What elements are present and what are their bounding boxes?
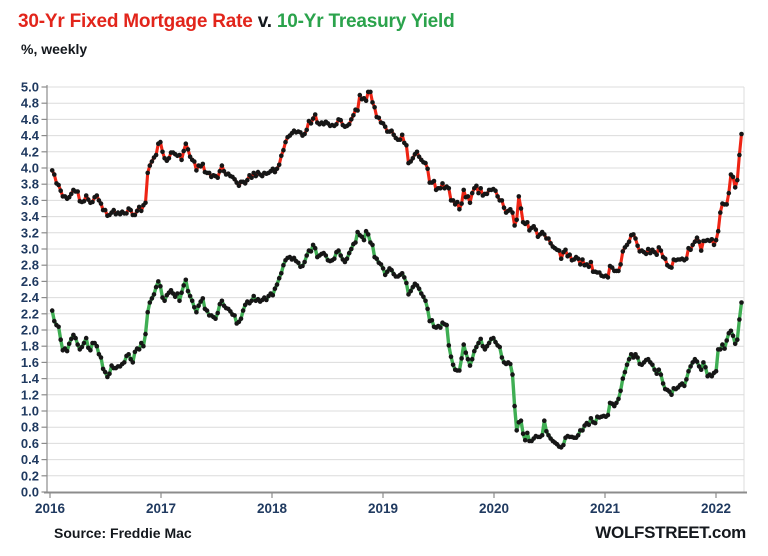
y-axis: 0.00.20.40.60.81.01.21.41.61.82.02.22.42… [21, 80, 48, 500]
y-tick-label: 1.0 [21, 404, 39, 419]
y-tick-label: 2.2 [21, 306, 39, 321]
y-tick-label: 4.8 [21, 96, 39, 111]
y-tick-label: 4.0 [21, 161, 39, 176]
chart-title: 30-Yr Fixed Mortgage Rate v. 10-Yr Treas… [18, 11, 455, 33]
x-tick-label: 2022 [701, 501, 731, 516]
x-tick-label: 2020 [479, 501, 509, 516]
series-treasury [49, 228, 744, 450]
y-tick-label: 3.0 [21, 242, 39, 257]
title-treasury-series: 10-Yr Treasury Yield [276, 11, 455, 32]
brand-label: WOLFSTREET.com [595, 523, 746, 542]
y-tick-label: 1.6 [21, 355, 39, 370]
y-tick-label: 0.0 [21, 485, 39, 500]
y-tick-label: 4.6 [21, 112, 39, 127]
y-tick-label: 2.0 [21, 323, 39, 338]
series-markers [49, 89, 744, 280]
source-label: Source: Freddie Mac [54, 525, 192, 541]
x-tick-label: 2017 [146, 501, 176, 516]
y-tick-label: 0.4 [21, 452, 40, 467]
y-tick-label: 2.6 [21, 274, 39, 289]
series-markers [49, 228, 744, 450]
x-tick-label: 2021 [590, 501, 621, 516]
y-tick-label: 3.8 [21, 177, 39, 192]
chart-subtitle: %, weekly [21, 41, 88, 57]
x-axis: 2016 2017 2018 2019 2020 2021 2022 [35, 491, 747, 516]
x-tick-label: 2019 [368, 501, 398, 516]
series-line [50, 229, 744, 450]
y-tick-label: 1.4 [21, 371, 40, 386]
gridlines [47, 86, 745, 492]
series-mortgage [49, 89, 744, 280]
y-tick-label: 2.8 [21, 258, 39, 273]
y-tick-label: 1.8 [21, 339, 39, 354]
y-tick-label: 2.4 [21, 290, 40, 305]
y-tick-label: 4.2 [21, 144, 39, 159]
y-tick-label: 4.4 [21, 128, 40, 143]
y-tick-label: 1.2 [21, 387, 39, 402]
title-mortgage-series: 30-Yr Fixed Mortgage Rate [18, 11, 253, 32]
x-tick-label: 2018 [257, 501, 288, 516]
y-tick-label: 0.6 [21, 436, 39, 451]
y-tick-label: 5.0 [21, 80, 39, 95]
x-tick-label: 2016 [35, 501, 66, 516]
y-tick-label: 3.6 [21, 193, 39, 208]
y-tick-label: 0.2 [21, 468, 39, 483]
y-tick-label: 3.4 [21, 209, 40, 224]
y-tick-label: 0.8 [21, 420, 39, 435]
title-separator: v. [252, 11, 277, 32]
y-tick-label: 3.2 [21, 225, 39, 240]
